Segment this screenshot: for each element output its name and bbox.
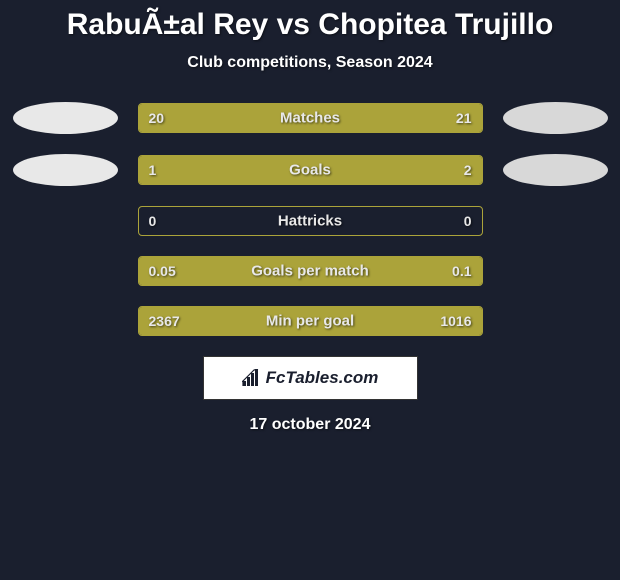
stat-value-right: 0.1 (452, 263, 471, 279)
stat-bar: Hattricks 0 0 (138, 206, 483, 236)
date-label: 17 october 2024 (0, 416, 620, 434)
stat-label: Matches (280, 110, 340, 127)
stat-value-right: 21 (456, 110, 472, 126)
stat-value-left: 0 (149, 213, 157, 229)
stat-row: Goals per match 0.05 0.1 (0, 256, 620, 286)
stat-value-left: 1 (149, 162, 157, 178)
page-title: RabuÃ±al Rey vs Chopitea Trujillo (0, 8, 620, 42)
comparison-widget: RabuÃ±al Rey vs Chopitea Trujillo Club c… (0, 0, 620, 434)
team-badge-right (503, 154, 608, 186)
chart-bars-icon (242, 369, 262, 387)
stat-value-right: 1016 (440, 313, 471, 329)
stat-row: Matches 20 21 (0, 102, 620, 134)
stat-bar: Min per goal 2367 1016 (138, 306, 483, 336)
stat-value-left: 2367 (149, 313, 180, 329)
subtitle: Club competitions, Season 2024 (0, 54, 620, 72)
stat-row: Hattricks 0 0 (0, 206, 620, 236)
stat-label: Goals (289, 162, 331, 179)
stat-value-right: 0 (464, 213, 472, 229)
logo-box[interactable]: FcTables.com (203, 356, 418, 400)
stat-value-left: 0.05 (149, 263, 176, 279)
logo-text: FcTables.com (266, 368, 379, 388)
stat-value-right: 2 (464, 162, 472, 178)
team-badge-left (13, 102, 118, 134)
stat-bar: Goals 1 2 (138, 155, 483, 185)
team-badge-left (13, 154, 118, 186)
stat-row: Min per goal 2367 1016 (0, 306, 620, 336)
stat-label: Min per goal (266, 313, 354, 330)
bar-right-fill (252, 156, 482, 184)
stats-rows: Matches 20 21 Goals 1 2 Hattricks 0 0 Goals per m… (0, 102, 620, 336)
stat-value-left: 20 (149, 110, 165, 126)
stat-bar: Matches 20 21 (138, 103, 483, 133)
stat-label: Hattricks (278, 213, 342, 230)
team-badge-right (503, 102, 608, 134)
stat-row: Goals 1 2 (0, 154, 620, 186)
stat-label: Goals per match (251, 263, 369, 280)
stat-bar: Goals per match 0.05 0.1 (138, 256, 483, 286)
